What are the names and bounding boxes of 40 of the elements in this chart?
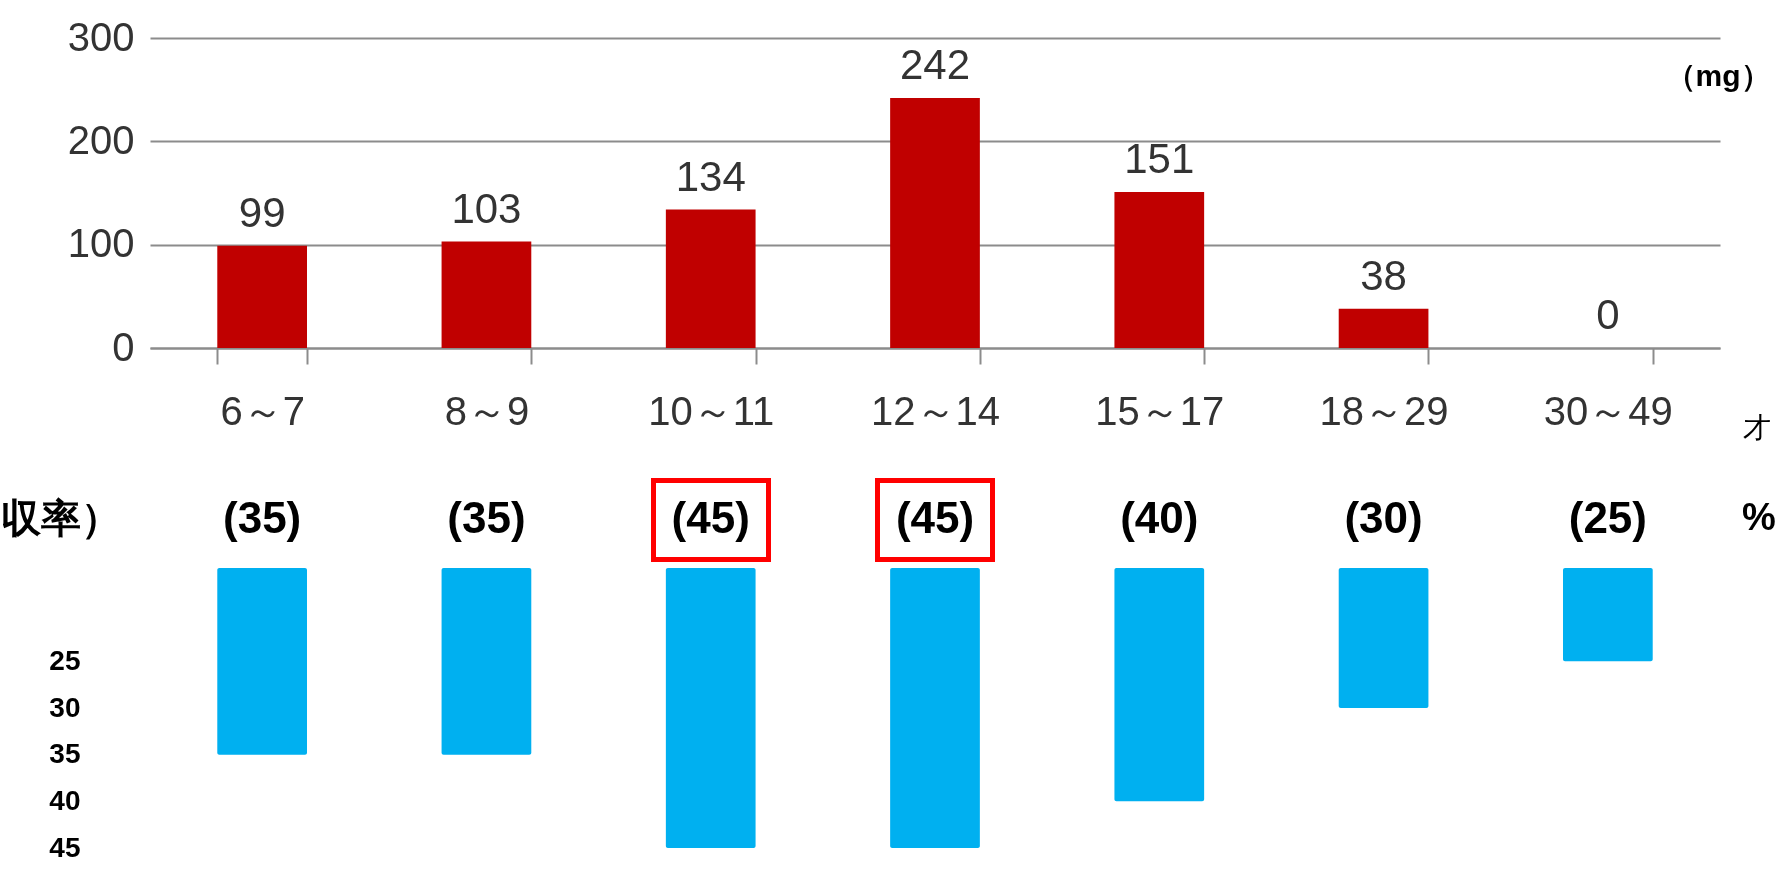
data-label: (25) bbox=[1568, 492, 1647, 542]
bar bbox=[1338, 308, 1429, 348]
x-tick-label: 12～14 bbox=[871, 388, 1000, 433]
data-label: 134 bbox=[675, 152, 746, 200]
bar bbox=[890, 97, 980, 348]
y-tick-label: 45 bbox=[49, 831, 81, 863]
y-axis-title: 収率） bbox=[0, 495, 121, 540]
data-label: 103 bbox=[451, 184, 522, 232]
x-axis-title: 才 bbox=[1742, 411, 1771, 443]
y-tick-label: 40 bbox=[49, 784, 81, 816]
x-tick-label: 8～9 bbox=[444, 388, 530, 433]
x-tick-label: 30～49 bbox=[1543, 388, 1673, 433]
x-tick-label: 6～7 bbox=[220, 388, 305, 433]
data-label: (30) bbox=[1344, 492, 1423, 542]
data-label: 0 bbox=[1596, 291, 1620, 338]
y-tick-label: 35 bbox=[49, 738, 81, 770]
data-label: 242 bbox=[899, 40, 971, 88]
data-label: (45) bbox=[895, 492, 975, 542]
y-tick-label: 200 bbox=[67, 117, 135, 162]
y-tick-label: 300 bbox=[67, 14, 135, 59]
data-label: (35) bbox=[223, 492, 302, 542]
data-label: 99 bbox=[238, 188, 286, 236]
data-label: 151 bbox=[1124, 134, 1195, 182]
y-tick-label: 30 bbox=[49, 691, 81, 723]
data-label: (40) bbox=[1120, 492, 1199, 542]
y-tick-label: 100 bbox=[67, 221, 135, 266]
x-tick-label: 10～11 bbox=[648, 388, 775, 433]
x-tick-label: 15～17 bbox=[1095, 388, 1225, 433]
x-tick-label: 18～29 bbox=[1319, 388, 1449, 433]
y-tick-label: 25 bbox=[49, 644, 81, 676]
data-label: 38 bbox=[1360, 251, 1407, 299]
bar bbox=[665, 209, 756, 348]
data-label: (35) bbox=[447, 492, 526, 542]
bar bbox=[217, 245, 307, 348]
bar bbox=[1114, 191, 1205, 348]
y-axis-title: （mg） bbox=[1665, 58, 1771, 92]
text: % bbox=[1742, 496, 1776, 538]
bar bbox=[441, 241, 532, 348]
data-label: (45) bbox=[671, 492, 750, 542]
y-tick-label: 0 bbox=[112, 324, 135, 369]
